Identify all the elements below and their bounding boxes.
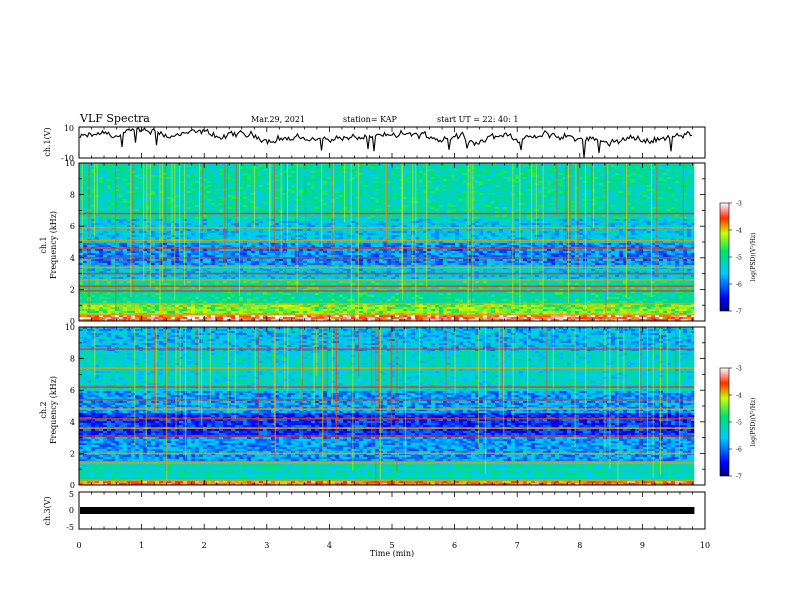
colorbar-tick-label: -6 (736, 447, 742, 454)
time-tick-label: 10 (700, 541, 710, 550)
ch2-frequency-ytick-label: 10 (65, 323, 75, 332)
ch2-spectrogram-image (79, 327, 705, 485)
colorbar-tick-label: -6 (736, 282, 742, 289)
station-label: station= KAP (343, 115, 398, 124)
time-tick-label: 9 (640, 541, 645, 550)
ch2-frequency-ytick-label: 6 (70, 386, 75, 395)
ch1-frequency-ytick-label: 4 (70, 254, 75, 263)
ch1-ytick-top: 10 (64, 124, 74, 133)
ch1-frequency-ytick-label: 2 (70, 285, 75, 294)
ch2-spectrogram-ylabel: ch.2 (39, 401, 48, 418)
ch1-spectrogram-ylabel: ch.1 (39, 236, 48, 253)
ch1-waveform-panel: 10 -10 ch.1(V) (43, 124, 705, 163)
colorbar-tick-label: -5 (736, 420, 742, 427)
ch1-colorbar-label: log(PSD)(V²/Hz) (750, 233, 757, 282)
ch1-colorbar: -3 -4 -5 -6 -7 log(PSD)(V²/Hz) (720, 201, 757, 316)
time-tick-label: 3 (264, 541, 269, 550)
colorbar-tick-label: -3 (736, 201, 742, 208)
ch1-waveform-ylabel: ch.1(V) (43, 127, 52, 156)
ch1-frequency-ytick-label: 8 (70, 191, 75, 200)
ch3-waveform-ylabel: ch.3(V) (43, 496, 52, 525)
ch1-spectrogram-image (79, 163, 705, 321)
ch2-frequency-axis-label: Frequency (kHz) (49, 376, 58, 444)
time-tick-label: 0 (76, 541, 81, 550)
time-tick-label: 4 (327, 541, 332, 550)
ch2-frequency-ytick-label: 8 (70, 355, 75, 364)
time-axis-label: Time (min) (370, 549, 414, 558)
colorbar-tick-label: -5 (736, 255, 742, 262)
ch3-ytick-0: 0 (69, 506, 74, 515)
ch2-spectrogram-panel: 0 2 4 6 8 10 ch.2 Frequency (kHz) (39, 323, 705, 490)
time-tick-label: 8 (577, 541, 582, 550)
colorbar-tick-label: -7 (736, 309, 742, 316)
ch2-colorbar-gradient (720, 368, 729, 476)
time-tick-label: 1 (139, 541, 144, 550)
ch1-frequency-axis-label: Frequency (kHz) (49, 211, 58, 279)
ch2-colorbar-label: log(PSD)(V²/Hz) (750, 398, 757, 447)
time-tick-label: 6 (452, 541, 457, 550)
ch1-waveform-trace (80, 128, 692, 158)
ch1-colorbar-gradient (720, 203, 729, 311)
ch3-waveform-panel: 5 0 -5 ch.3(V) (43, 490, 705, 532)
ch3-ytick-neg5: -5 (66, 523, 74, 532)
time-tick-label: 7 (515, 541, 520, 550)
ch1-frequency-ytick-label: 6 (70, 222, 75, 231)
ch2-frequency-ytick-label: 0 (70, 481, 75, 490)
time-tick-label: 2 (202, 541, 207, 550)
ch3-waveform-trace (80, 507, 694, 514)
colorbar-tick-label: -7 (736, 474, 742, 481)
ch3-ytick-5: 5 (69, 490, 74, 499)
date-label: Mar.29, 2021 (251, 115, 305, 124)
ch2-frequency-ytick-label: 4 (70, 418, 75, 427)
colorbar-tick-label: -4 (736, 228, 742, 235)
figure-title: VLF Spectra (79, 112, 150, 125)
ch2-colorbar: -3 -4 -5 -6 -7 log(PSD)(V²/Hz) (720, 366, 757, 481)
start-ut-label: start UT = 22: 40: 1 (437, 115, 518, 124)
colorbar-tick-label: -4 (736, 393, 742, 400)
colorbar-tick-label: -3 (736, 366, 742, 373)
ch1-colorbar-ticks: -3 -4 -5 -6 -7 (729, 201, 742, 316)
ch2-colorbar-ticks: -3 -4 -5 -6 -7 (729, 366, 742, 481)
ch1-frequency-ytick-label: 10 (65, 159, 75, 168)
ch2-frequency-ytick-label: 2 (70, 449, 75, 458)
